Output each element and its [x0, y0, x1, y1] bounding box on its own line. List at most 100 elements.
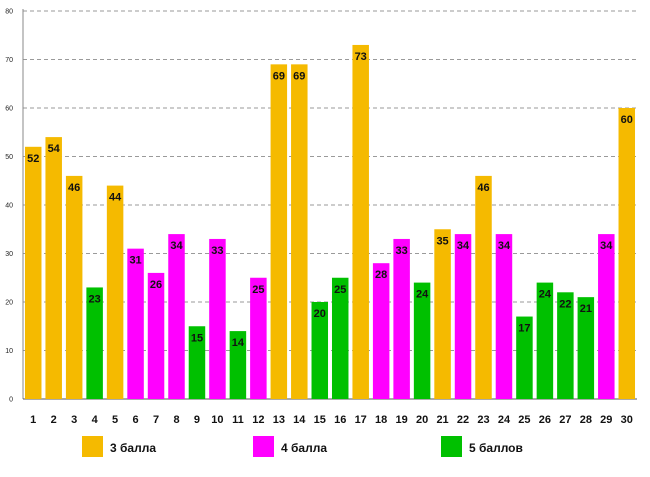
- legend-label: 3 балла: [110, 441, 156, 455]
- data-label: 14: [232, 337, 245, 349]
- y-axis-ticks: 0 10 20 30 40 50 60 70 80: [5, 9, 13, 404]
- data-label: 60: [621, 114, 633, 126]
- bar: [516, 316, 533, 399]
- bar: [372, 263, 390, 399]
- x-tick-label: 2: [51, 414, 57, 426]
- data-label: 46: [68, 182, 80, 194]
- data-label: 26: [150, 279, 162, 291]
- data-label: 34: [600, 240, 613, 252]
- legend-swatch: [253, 436, 274, 457]
- x-tick-label: 24: [498, 414, 511, 426]
- bar: [311, 302, 329, 399]
- x-tick-label: 5: [112, 414, 118, 426]
- x-tick-label: 1: [30, 414, 36, 426]
- data-label: 34: [457, 240, 470, 252]
- y-tick-label: 40: [5, 203, 13, 210]
- y-tick-label: 0: [9, 397, 13, 404]
- legend-label: 5 баллов: [469, 441, 523, 455]
- x-tick-label: 26: [539, 414, 551, 426]
- x-tick-label: 19: [396, 414, 408, 426]
- data-label: 35: [436, 235, 448, 247]
- bar: [147, 272, 165, 399]
- x-tick-label: 25: [518, 414, 530, 426]
- x-tick-label: 4: [92, 414, 99, 426]
- data-label: 17: [518, 323, 530, 335]
- bar: [434, 229, 451, 399]
- bar: [618, 108, 636, 399]
- x-tick-label: 17: [355, 414, 367, 426]
- data-label: 52: [27, 153, 39, 165]
- x-tick-label: 23: [477, 414, 489, 426]
- bar: [65, 175, 83, 399]
- bar: [127, 248, 144, 399]
- x-tick-label: 3: [71, 414, 77, 426]
- data-label: 20: [314, 308, 326, 320]
- bar: [352, 44, 369, 399]
- bar: [393, 238, 410, 399]
- x-tick-label: 12: [252, 414, 264, 426]
- x-tick-label: 11: [232, 414, 244, 426]
- data-label: 46: [477, 182, 489, 194]
- data-label: 69: [273, 70, 285, 82]
- bar: [577, 297, 595, 399]
- data-label: 21: [580, 303, 592, 315]
- data-label: 44: [109, 192, 122, 204]
- y-tick-label: 80: [5, 9, 13, 16]
- legend: 3 балла 4 балла 5 баллов: [82, 436, 523, 457]
- bar: [331, 277, 349, 399]
- bar: [229, 331, 247, 399]
- x-tick-label: 16: [334, 414, 346, 426]
- x-axis-ticks: 1 2 3 4 5 6 7 8 9 10 11 12 13 14 15 16 17 18 19 20 21 22 23 24 2…: [30, 414, 633, 426]
- y-tick-label: 30: [5, 251, 13, 258]
- bar: [106, 185, 124, 399]
- x-tick-label: 22: [457, 414, 469, 426]
- bar: [598, 234, 615, 399]
- legend-swatch: [82, 436, 103, 457]
- legend-swatch: [441, 436, 462, 457]
- x-tick-label: 7: [153, 414, 159, 426]
- data-label: 54: [48, 143, 61, 155]
- data-label: 33: [211, 245, 223, 257]
- bar: [24, 146, 42, 399]
- bar: [250, 277, 267, 399]
- bar: [168, 234, 185, 399]
- x-tick-label: 18: [375, 414, 387, 426]
- data-label: 73: [355, 51, 367, 63]
- bar: [45, 137, 62, 399]
- bars: [24, 44, 636, 399]
- x-tick-label: 20: [416, 414, 428, 426]
- bar: [188, 326, 206, 399]
- bar: [454, 234, 472, 399]
- y-tick-label: 10: [5, 348, 13, 355]
- data-label: 69: [293, 70, 305, 82]
- data-label: 28: [375, 269, 387, 281]
- data-label: 25: [252, 284, 264, 296]
- data-label: 23: [89, 293, 101, 305]
- bar: [270, 64, 288, 399]
- bar: [291, 64, 308, 399]
- bar: [475, 175, 492, 399]
- grid-lines: [22, 9, 637, 400]
- x-tick-label: 10: [211, 414, 223, 426]
- y-tick-label: 60: [5, 106, 13, 113]
- x-tick-label: 13: [273, 414, 285, 426]
- data-labels: 52 54 46 23 44 31 26 34 15 33 14 25 69 69 20 25 73 28 33 24…: [27, 51, 633, 349]
- x-tick-label: 6: [133, 414, 139, 426]
- x-tick-label: 15: [314, 414, 326, 426]
- x-tick-label: 28: [580, 414, 592, 426]
- bar: [557, 292, 574, 399]
- y-tick-label: 70: [5, 57, 13, 64]
- bar: [86, 287, 103, 399]
- x-tick-label: 14: [293, 414, 306, 426]
- data-label: 24: [539, 289, 552, 301]
- x-tick-label: 21: [436, 414, 448, 426]
- x-tick-label: 30: [621, 414, 633, 426]
- x-tick-label: 29: [600, 414, 612, 426]
- y-tick-label: 20: [5, 300, 13, 307]
- data-label: 22: [559, 298, 571, 310]
- bar: [536, 282, 554, 399]
- data-label: 34: [498, 240, 511, 252]
- x-tick-label: 8: [173, 414, 179, 426]
- data-label: 34: [170, 240, 183, 252]
